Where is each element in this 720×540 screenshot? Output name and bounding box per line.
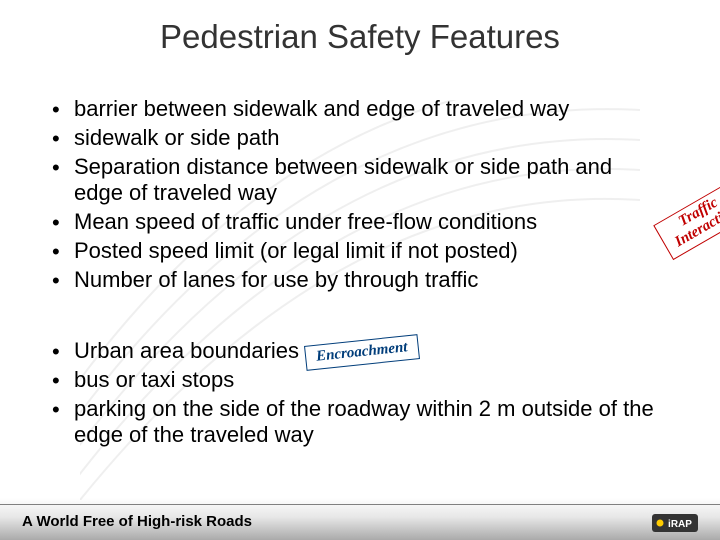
- list-item-text: Number of lanes for use by through traff…: [74, 267, 478, 292]
- list-item: • barrier between sidewalk and edge of tr…: [52, 96, 667, 123]
- list-item-text: Urban area boundaries: [74, 338, 299, 363]
- bullet-list-primary: • barrier between sidewalk and edge of tr…: [52, 96, 667, 296]
- footer-logo: iRAP: [652, 514, 698, 532]
- list-item: • Number of lanes for use by through traf…: [52, 267, 667, 294]
- bullet-icon: •: [52, 397, 60, 424]
- list-item-text: Separation distance between sidewalk or …: [74, 154, 612, 206]
- list-item: • Mean speed of traffic under free-flow c…: [52, 209, 667, 236]
- bullet-icon: •: [52, 210, 60, 237]
- slide-title: Pedestrian Safety Features: [0, 18, 720, 56]
- list-item-text: barrier between sidewalk and edge of tra…: [74, 96, 569, 121]
- bullet-icon: •: [52, 239, 60, 266]
- list-item: • parking on the side of the roadway with…: [52, 396, 667, 450]
- footer-rule: [0, 504, 720, 505]
- list-item: • sidewalk or side path: [52, 125, 667, 152]
- bullet-icon: •: [52, 339, 60, 366]
- bullet-icon: •: [52, 155, 60, 182]
- list-item-text: sidewalk or side path: [74, 125, 279, 150]
- bullet-icon: •: [52, 268, 60, 295]
- bullet-icon: •: [52, 97, 60, 124]
- bullet-icon: •: [52, 126, 60, 153]
- list-item-text: Mean speed of traffic under free-flow co…: [74, 209, 537, 234]
- bullet-icon: •: [52, 368, 60, 395]
- list-item: • Separation distance between sidewalk or…: [52, 154, 667, 208]
- list-item-text: Posted speed limit (or legal limit if no…: [74, 238, 518, 263]
- list-item: • Posted speed limit (or legal limit if n…: [52, 238, 667, 265]
- list-item-text: bus or taxi stops: [74, 367, 234, 392]
- footer-tagline: A World Free of High-risk Roads: [22, 513, 252, 530]
- slide: Pedestrian Safety Features • barrier betw…: [0, 0, 720, 540]
- svg-text:iRAP: iRAP: [668, 519, 692, 530]
- stamp-text: Encroachment: [315, 339, 408, 364]
- list-item: • bus or taxi stops: [52, 367, 667, 394]
- list-item-text: parking on the side of the roadway withi…: [74, 396, 654, 448]
